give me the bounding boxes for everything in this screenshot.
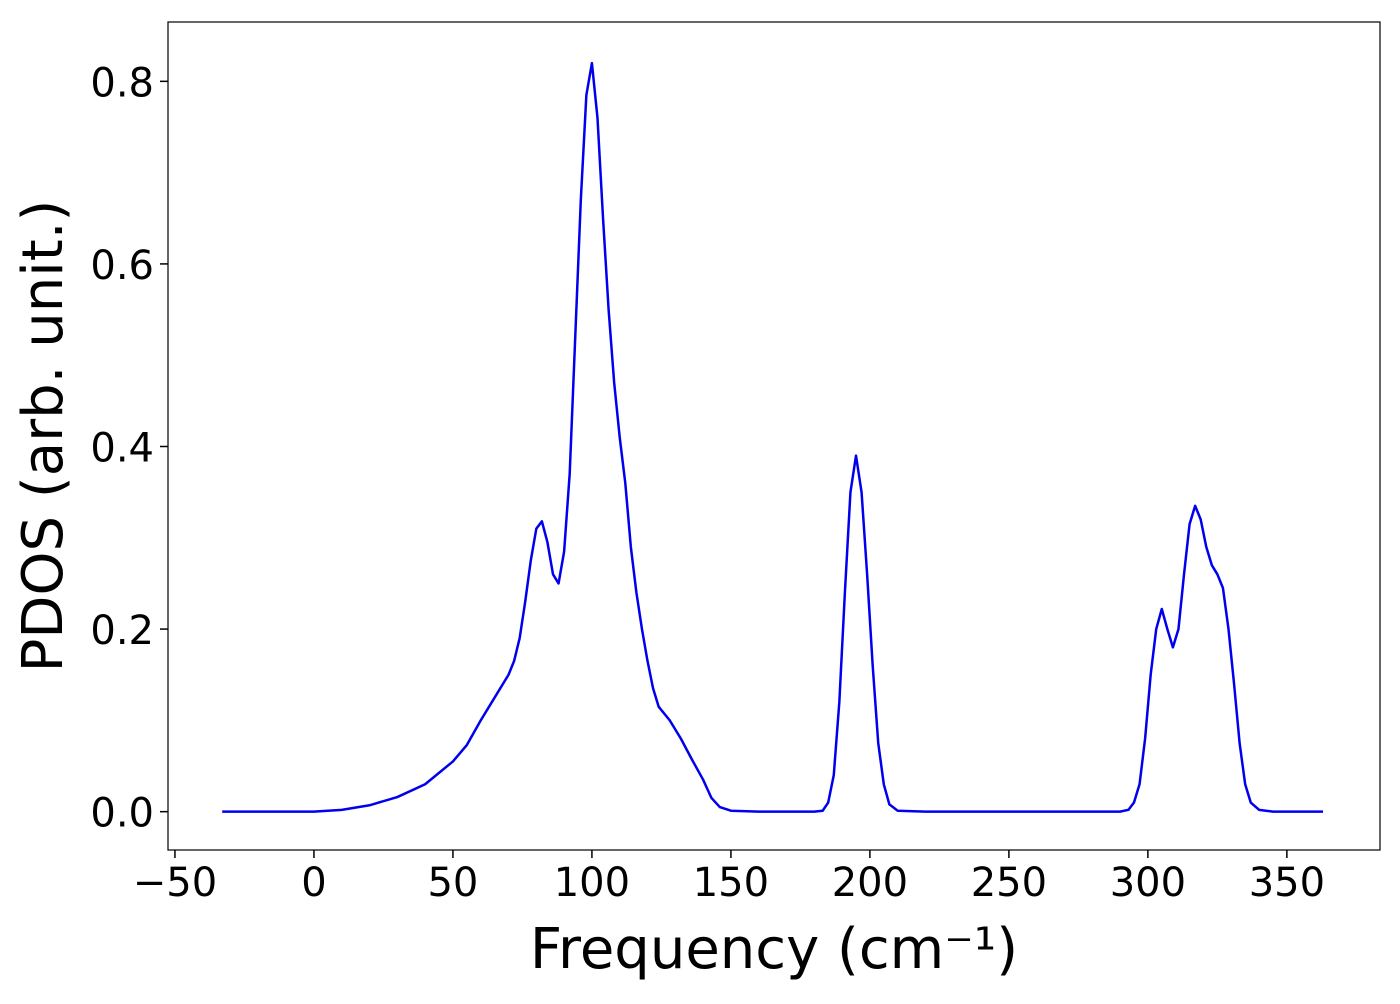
x-axis-label: Frequency (cm⁻¹) [530,917,1018,982]
x-tick-label: −50 [133,860,217,906]
pdos-line [222,61,1324,813]
plot-frame [167,21,1381,851]
x-tick-label: 250 [971,860,1047,906]
y-axis-label: PDOS (arb. unit.) [11,200,76,673]
x-tick-label: 50 [427,860,478,906]
x-tick-label: 100 [554,860,630,906]
y-tick-label: 0.0 [90,791,154,837]
y-tick-label: 0.8 [90,60,154,106]
x-tick-label: 200 [832,860,908,906]
x-tick-label: 0 [301,860,326,906]
y-tick-label: 0.6 [90,243,154,289]
y-tick-label: 0.4 [90,425,154,471]
x-tick-label: 350 [1249,860,1325,906]
y-tick-label: 0.2 [90,608,154,654]
x-tick-label: 150 [693,860,769,906]
x-tick-label: 300 [1110,860,1186,906]
